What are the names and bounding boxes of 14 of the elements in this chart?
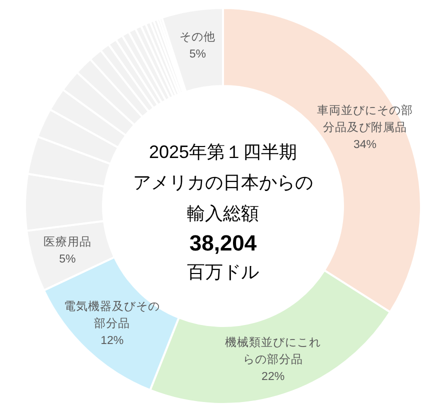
text: 2025年第１四半期 <box>148 142 298 162</box>
text: 38,204 <box>189 230 258 256</box>
text: 百万ドル <box>187 262 259 282</box>
text: アメリカの日本からの輸入総額 <box>133 172 313 224</box>
data-label: 5% <box>189 48 206 60</box>
data-label: 5% <box>59 254 76 266</box>
slice-label: その他 <box>180 30 216 44</box>
slice-label: 車両並びにその部分品及び附属品 <box>316 102 413 134</box>
slice-label: 医療用品 <box>43 234 92 249</box>
data-label: 22% <box>262 371 285 384</box>
data-label: 34% <box>353 138 376 151</box>
slice-label: 機械類並びにこれらの部分品 <box>225 336 322 366</box>
data-label: 12% <box>100 335 124 348</box>
slice-label: 電気機器及びその部分品 <box>64 300 160 330</box>
